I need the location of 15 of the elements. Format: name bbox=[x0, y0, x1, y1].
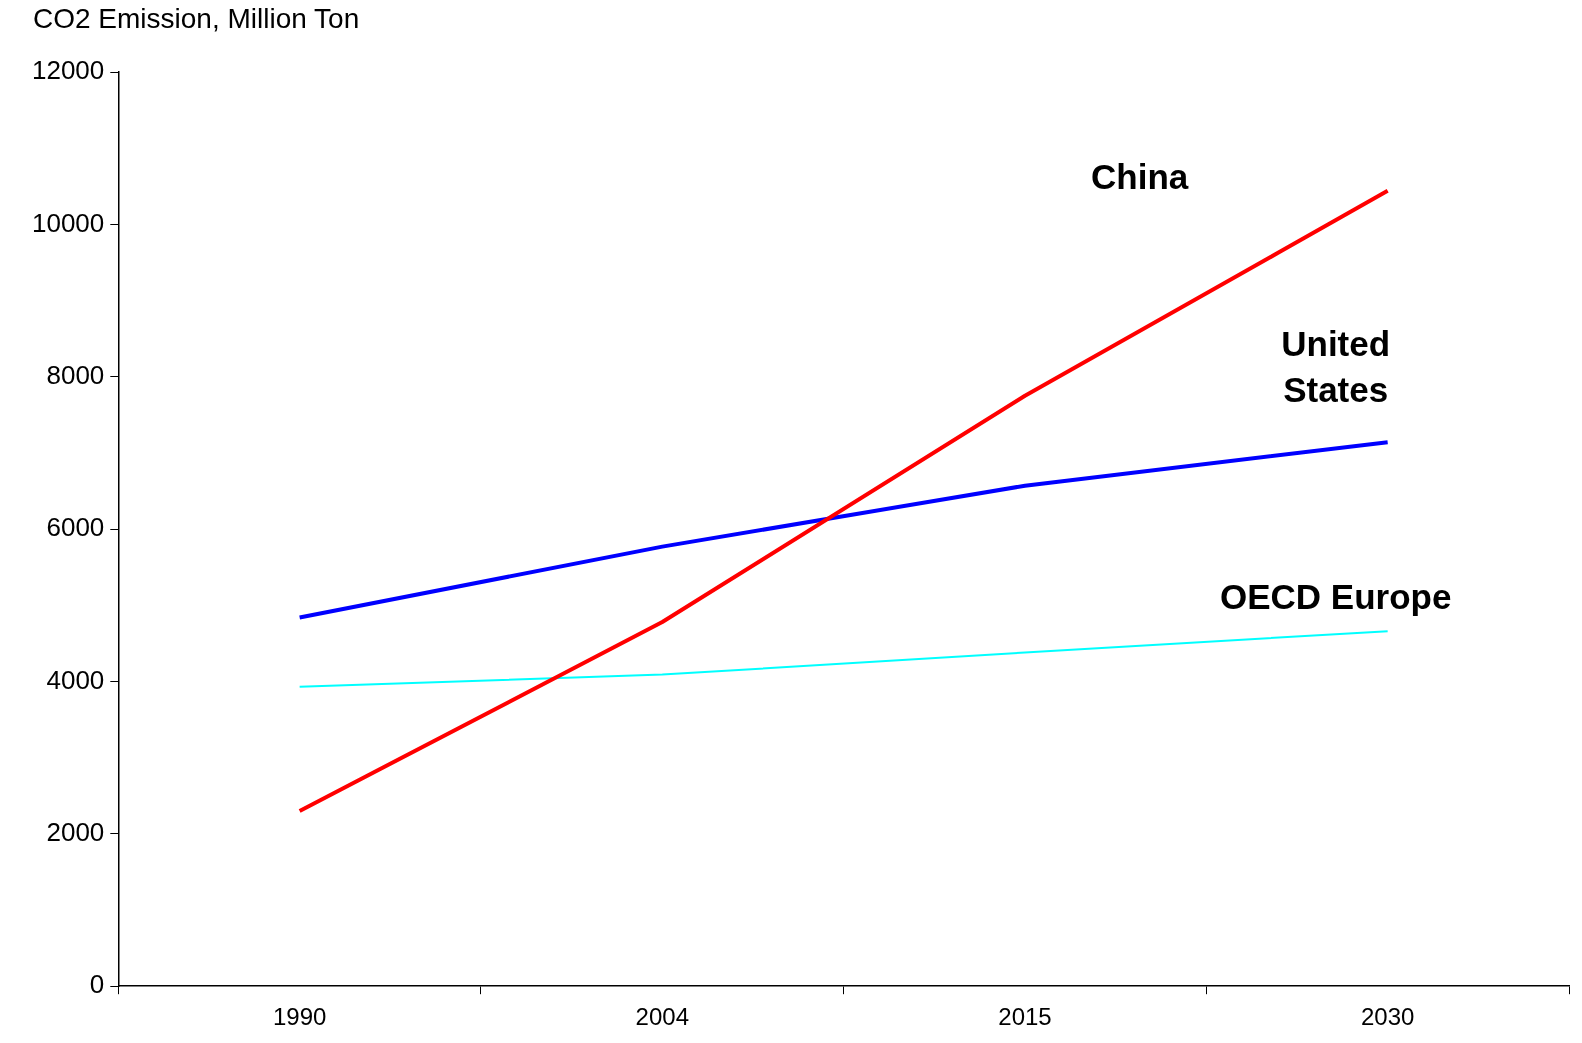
x-tick-label: 2004 bbox=[635, 1003, 690, 1031]
series-label: OECD Europe bbox=[1219, 576, 1452, 616]
y-axis-title: CO2 Emission, Million Ton bbox=[33, 2, 360, 34]
y-tick-label: 10000 bbox=[31, 207, 105, 238]
y-tick-label: 4000 bbox=[46, 664, 105, 695]
series-label: United States bbox=[1281, 323, 1391, 409]
y-tick-label: 12000 bbox=[31, 55, 105, 86]
x-tick-label: 2030 bbox=[1360, 1003, 1415, 1031]
x-tick-label: 2015 bbox=[998, 1003, 1052, 1031]
y-tick-label: 6000 bbox=[46, 512, 105, 543]
text: China bbox=[1091, 156, 1189, 196]
y-tick-label: 0 bbox=[89, 969, 105, 1000]
x-tick-label: 1990 bbox=[272, 1003, 327, 1031]
y-tick-label: 8000 bbox=[46, 359, 105, 390]
y-tick-label: 2000 bbox=[46, 817, 105, 848]
